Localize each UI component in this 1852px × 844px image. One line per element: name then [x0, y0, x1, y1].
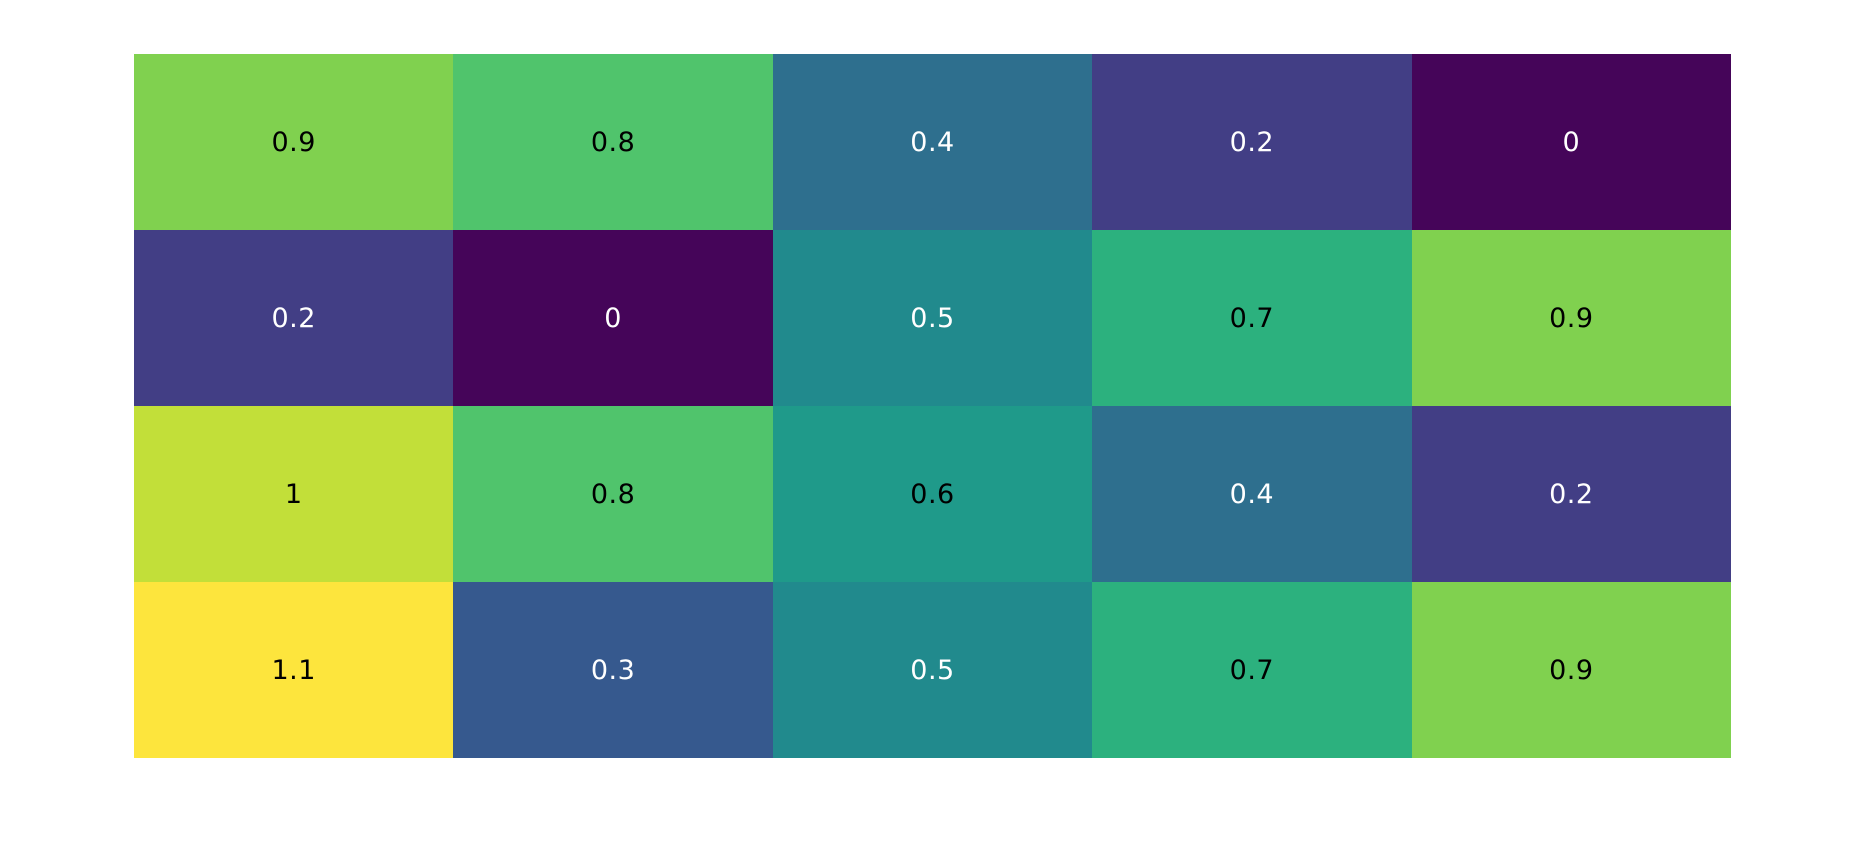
heatmap-cell-r0c2: 0.4: [772, 54, 1093, 230]
heatmap-cell-r3c1: 0.3: [453, 582, 773, 758]
heatmap-cell-r1c4: 0.9: [1411, 230, 1731, 406]
cell-value: 0.5: [910, 302, 955, 334]
heatmap-cell-r3c2: 0.5: [772, 582, 1093, 758]
cell-value: 1: [284, 478, 303, 510]
cell-value: 0.3: [590, 654, 636, 686]
cell-value: 0.8: [590, 478, 636, 510]
heatmap-cell-r2c2: 0.6: [772, 406, 1093, 582]
cell-value: 0.9: [271, 126, 316, 158]
cell-value: 0.4: [910, 126, 955, 158]
cell-value: 0.6: [910, 478, 955, 510]
heatmap-cell-r3c0: 1.1: [134, 582, 454, 758]
cell-value: 0.7: [1229, 654, 1275, 686]
heatmap-cell-r0c1: 0.8: [453, 54, 773, 230]
cell-value: 0.9: [1549, 302, 1594, 334]
heatmap-cell-r3c4: 0.9: [1411, 582, 1731, 758]
cell-value: 1.1: [271, 654, 316, 686]
cell-value: 0.7: [1229, 302, 1275, 334]
heatmap: 0.9 0.8 0.4 0.2 0 0.2 0 0.5 0.7 0.9 1 0.8 0.6 0.4 0.2 1…: [134, 54, 1731, 758]
heatmap-cell-r1c0: 0.2: [134, 230, 454, 406]
cell-value: 0.9: [1549, 654, 1594, 686]
heatmap-cell-r0c4: 0: [1411, 54, 1731, 230]
cell-value: 0.2: [1549, 478, 1594, 510]
cell-value: 0: [1562, 126, 1581, 158]
cell-value: 0.8: [590, 126, 636, 158]
cell-value: 0.5: [910, 654, 955, 686]
heatmap-cell-r3c3: 0.7: [1092, 582, 1412, 758]
heatmap-cell-r0c3: 0.2: [1092, 54, 1412, 230]
heatmap-cell-r1c2: 0.5: [772, 230, 1093, 406]
heatmap-cell-r1c1: 0: [453, 230, 773, 406]
cell-value: 0.4: [1229, 478, 1275, 510]
heatmap-cell-r2c0: 1: [134, 406, 454, 582]
cell-value: 0.2: [271, 302, 316, 334]
heatmap-cell-r1c3: 0.7: [1092, 230, 1412, 406]
heatmap-cell-r2c3: 0.4: [1092, 406, 1412, 582]
heatmap-cell-r2c4: 0.2: [1411, 406, 1731, 582]
heatmap-cell-r0c0: 0.9: [134, 54, 454, 230]
cell-value: 0: [604, 302, 622, 334]
heatmap-cell-r2c1: 0.8: [453, 406, 773, 582]
cell-value: 0.2: [1229, 126, 1275, 158]
